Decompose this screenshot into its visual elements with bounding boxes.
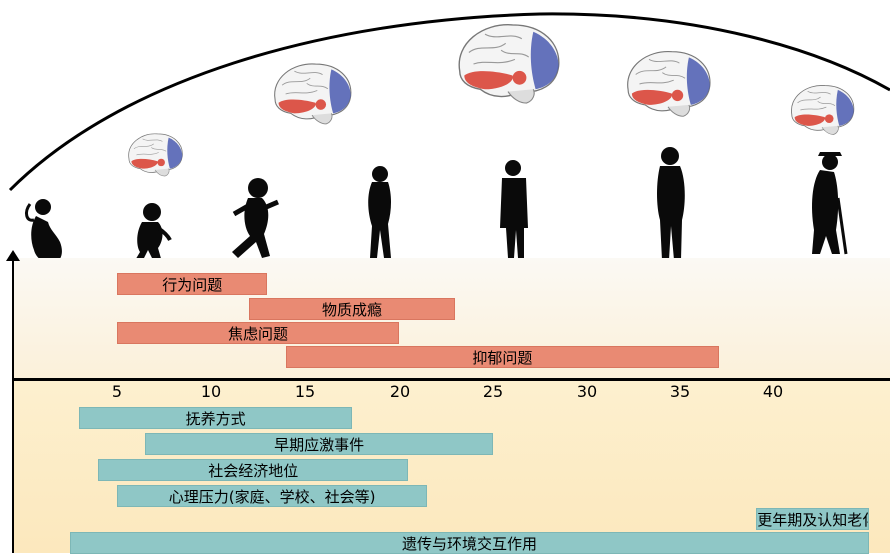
- factor-bar-gene-environment: 遗传与环境交互作用: [70, 532, 869, 554]
- disorder-bar-substance-addiction: 物质成瘾: [248, 298, 456, 320]
- person-silhouette-icon: [232, 178, 279, 258]
- age-tick-label: 25: [482, 382, 504, 401]
- person-silhouette-icon: [135, 203, 172, 260]
- person-silhouette-icon: [500, 160, 528, 258]
- person-silhouette-icon: [657, 147, 685, 260]
- factor-bar-early-stress: 早期应激事件: [145, 433, 493, 455]
- disorder-bar-behavior: 行为问题: [117, 273, 268, 295]
- vertical-axis-arrow-icon: [6, 250, 20, 261]
- person-silhouette-icon: [812, 152, 848, 255]
- age-tick-label: 35: [669, 382, 691, 401]
- factor-bar-psychological-stress: 心理压力(家庭、学校、社会等): [117, 485, 428, 507]
- factor-bar-socioeconomic-status: 社会经济地位: [98, 459, 409, 481]
- age-tick-label: 30: [576, 382, 598, 401]
- brain-icon: [458, 24, 560, 104]
- person-silhouette-icon: [25, 199, 62, 260]
- factor-bar-menopause-cognitive-aging: 更年期及认知老化: [756, 508, 869, 530]
- vertical-axis: [12, 256, 14, 553]
- disorder-bar-depression: 抑郁问题: [286, 346, 719, 368]
- age-tick-label: 20: [389, 382, 411, 401]
- disorder-bar-anxiety: 焦虑问题: [117, 322, 399, 344]
- age-tick-label: 5: [111, 382, 123, 401]
- lifespan-arc: [8, 12, 890, 192]
- factor-bar-parenting: 抚养方式: [79, 407, 352, 429]
- brain-icon: [274, 63, 352, 125]
- age-axis: [12, 378, 890, 381]
- brain-icon: [791, 84, 855, 135]
- age-tick-label: 10: [200, 382, 222, 401]
- lifespan-arc-illustration: [8, 12, 890, 260]
- brain-icon: [128, 133, 183, 177]
- brain-icon: [627, 50, 711, 117]
- person-silhouette-icon: [368, 166, 391, 258]
- age-tick-label: 15: [294, 382, 316, 401]
- age-tick-label: 40: [762, 382, 784, 401]
